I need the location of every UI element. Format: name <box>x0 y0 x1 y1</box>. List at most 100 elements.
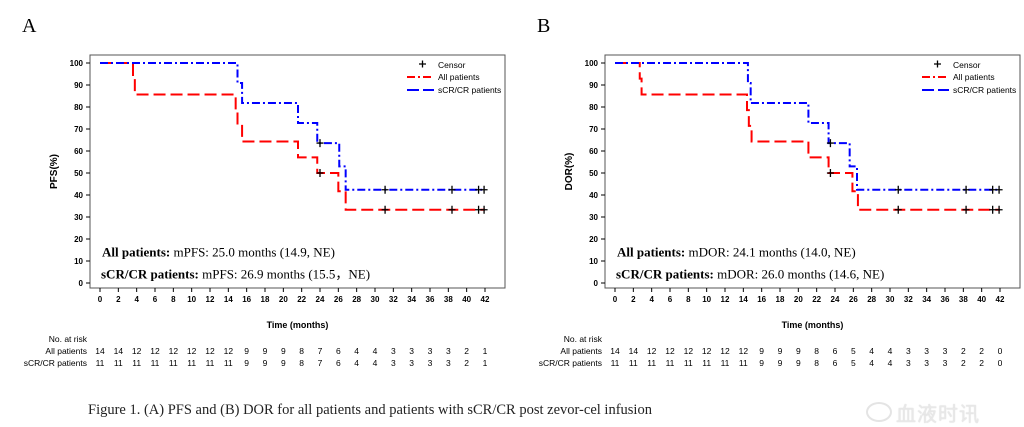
censor-mark <box>962 205 970 214</box>
risk-value: 12 <box>132 346 142 356</box>
annotation-value: mDOR: 24.1 months (14.0, NE) <box>685 244 855 259</box>
risk-value: 5 <box>851 346 856 356</box>
x-tick-label: 40 <box>977 295 986 304</box>
x-tick-label: 24 <box>831 295 840 304</box>
risk-value: 12 <box>224 346 234 356</box>
risk-value: 3 <box>906 358 911 368</box>
annotation-value: mDOR: 26.0 months (14.6, NE) <box>714 266 884 281</box>
y-axis-label: PFS(%) <box>49 154 60 189</box>
risk-value: 0 <box>998 358 1003 368</box>
risk-value: 3 <box>409 358 414 368</box>
series-line-all <box>615 62 1000 211</box>
x-tick-label: 12 <box>206 295 215 304</box>
risk-value: 11 <box>629 358 638 368</box>
x-tick-label: 16 <box>757 295 766 304</box>
x-tick-label: 2 <box>116 295 121 304</box>
risk-row-label: All patients <box>560 346 602 356</box>
risk-value: 14 <box>629 346 639 356</box>
risk-value: 11 <box>721 358 730 368</box>
median-annotation: All patients: mDOR: 24.1 months (14.0, N… <box>617 244 856 259</box>
y-tick-label: 30 <box>74 213 83 222</box>
x-tick-label: 0 <box>613 295 618 304</box>
risk-value: 9 <box>281 346 286 356</box>
risk-value: 12 <box>150 346 160 356</box>
x-tick-label: 24 <box>316 295 325 304</box>
x-tick-label: 12 <box>721 295 730 304</box>
x-tick-label: 28 <box>867 295 876 304</box>
censor-mark <box>448 185 456 194</box>
risk-value: 4 <box>373 358 378 368</box>
risk-value: 3 <box>943 358 948 368</box>
x-tick-label: 38 <box>959 295 968 304</box>
x-tick-label: 28 <box>352 295 361 304</box>
risk-value: 14 <box>610 346 620 356</box>
x-tick-label: 22 <box>297 295 306 304</box>
risk-value: 12 <box>187 346 197 356</box>
x-tick-label: 36 <box>941 295 950 304</box>
risk-value: 11 <box>151 358 160 368</box>
risk-value: 6 <box>336 358 341 368</box>
x-tick-label: 32 <box>389 295 398 304</box>
x-tick-label: 2 <box>631 295 636 304</box>
risk-value: 8 <box>814 358 819 368</box>
y-tick-label: 90 <box>589 81 598 90</box>
x-tick-label: 14 <box>739 295 748 304</box>
annotation-value: mPFS: 26.9 months (15.5，NE) <box>199 266 370 281</box>
figure-caption: Figure 1. (A) PFS and (B) DOR for all pa… <box>88 402 652 418</box>
risk-value: 11 <box>114 358 123 368</box>
annotation-value: mPFS: 25.0 months (14.9, NE) <box>170 244 335 259</box>
x-tick-label: 22 <box>812 295 821 304</box>
risk-value: 8 <box>299 358 304 368</box>
risk-value: 3 <box>428 346 433 356</box>
y-tick-label: 40 <box>74 191 83 200</box>
risk-value: 6 <box>833 346 838 356</box>
x-tick-label: 38 <box>444 295 453 304</box>
legend-label: All patients <box>953 72 995 82</box>
risk-value: 12 <box>702 346 712 356</box>
annotation-group: All patients: <box>102 244 170 259</box>
x-tick-label: 36 <box>426 295 435 304</box>
x-tick-label: 42 <box>481 295 490 304</box>
risk-value: 11 <box>224 358 233 368</box>
y-tick-label: 10 <box>74 257 83 266</box>
risk-value: 9 <box>244 346 249 356</box>
annotation-group: sCR/CR patients: <box>101 266 199 281</box>
censor-mark <box>995 205 1003 214</box>
censor-mark <box>381 185 389 194</box>
risk-value: 3 <box>924 358 929 368</box>
y-tick-label: 90 <box>74 81 83 90</box>
risk-row-label: All patients <box>45 346 87 356</box>
risk-value: 6 <box>833 358 838 368</box>
annotation-group: All patients: <box>617 244 685 259</box>
risk-value: 11 <box>96 358 105 368</box>
x-tick-label: 14 <box>224 295 233 304</box>
censor-mark <box>995 185 1003 194</box>
median-annotation: sCR/CR patients: mDOR: 26.0 months (14.6… <box>616 266 884 281</box>
censor-mark <box>316 169 324 177</box>
x-tick-label: 26 <box>849 295 858 304</box>
risk-value: 3 <box>428 358 433 368</box>
risk-value: 9 <box>778 358 783 368</box>
x-tick-label: 34 <box>922 295 931 304</box>
x-tick-label: 6 <box>153 295 158 304</box>
risk-value: 11 <box>132 358 141 368</box>
risk-value: 9 <box>281 358 286 368</box>
risk-value: 3 <box>924 346 929 356</box>
panel-label: A <box>22 15 37 37</box>
watermark-text: 血液时讯 <box>896 402 980 426</box>
risk-value: 9 <box>796 358 801 368</box>
risk-value: 9 <box>263 358 268 368</box>
risk-value: 8 <box>299 346 304 356</box>
risk-value: 2 <box>979 358 984 368</box>
risk-value: 3 <box>391 358 396 368</box>
legend-label: All patients <box>438 72 480 82</box>
censor-mark <box>989 185 997 194</box>
risk-value: 11 <box>666 358 675 368</box>
y-tick-label: 80 <box>589 103 598 112</box>
censor-mark <box>989 205 997 214</box>
risk-value: 1 <box>483 346 488 356</box>
x-tick-label: 4 <box>134 295 139 304</box>
risk-value: 9 <box>263 346 268 356</box>
risk-table-title: No. at risk <box>564 334 603 344</box>
